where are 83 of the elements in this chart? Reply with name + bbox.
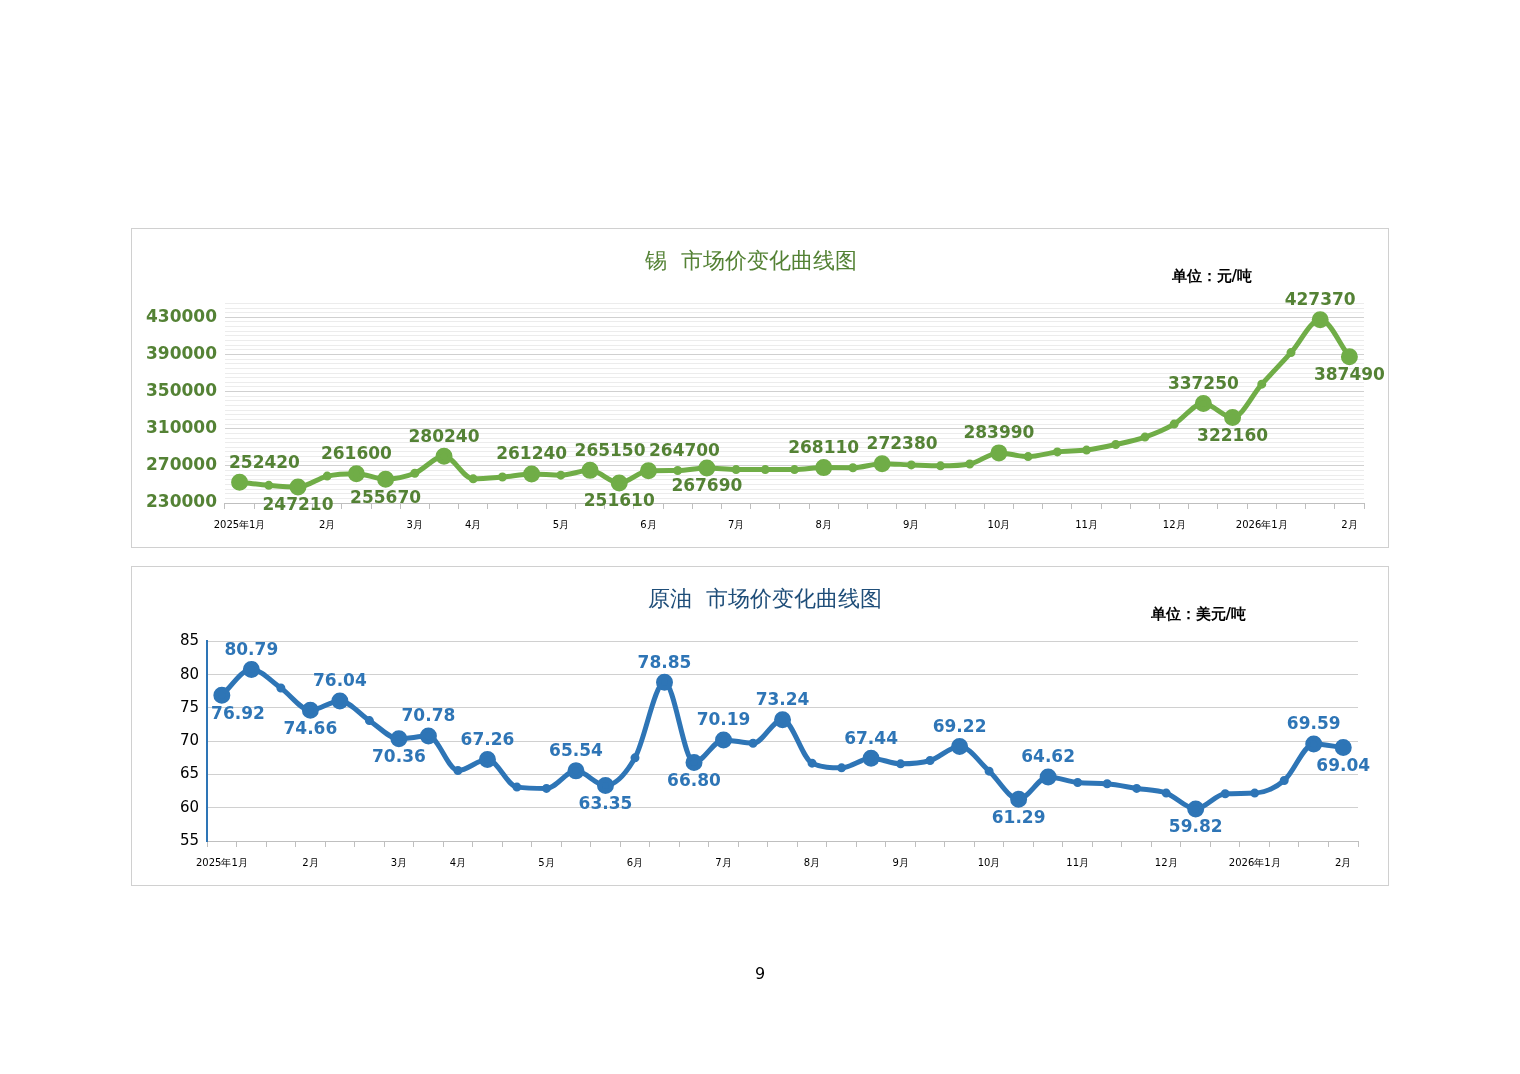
data-label: 322160 <box>1197 424 1269 445</box>
x-tick-label: 5月 <box>538 856 555 868</box>
y-tick-label: 310000 <box>145 417 218 438</box>
data-label: 80.79 <box>224 638 279 659</box>
data-label: 67.26 <box>460 728 515 749</box>
data-label: 66.80 <box>667 769 722 790</box>
data-label: 70.19 <box>696 709 751 730</box>
x-tick-label: 4月 <box>465 518 482 530</box>
x-tick-label: 10月 <box>987 518 1011 530</box>
data-label: 267690 <box>671 475 743 496</box>
x-tick-label: 6月 <box>640 518 657 530</box>
text: 单位：美元/吨 <box>1149 604 1246 623</box>
data-label: 252420 <box>228 451 301 472</box>
x-tick-label: 9月 <box>903 518 920 530</box>
x-tick-label: 2月 <box>1341 518 1358 530</box>
data-label: 70.78 <box>401 705 456 726</box>
data-label: 264700 <box>648 440 721 461</box>
x-tick-label: 7月 <box>727 518 745 530</box>
x-tick-label: 2月 <box>1335 856 1352 868</box>
data-label: 337250 <box>1167 372 1240 393</box>
x-tick-label: 12月 <box>1154 856 1178 868</box>
data-label: 280240 <box>408 425 480 446</box>
x-tick-label: 11月 <box>1066 856 1090 868</box>
data-label: 272380 <box>866 433 938 454</box>
data-label: 67.44 <box>844 727 899 748</box>
data-label: 76.92 <box>211 702 265 723</box>
data-label: 70.36 <box>372 746 426 767</box>
x-tick-label: 8月 <box>815 518 832 530</box>
data-label: 65.54 <box>549 740 604 761</box>
text: 单位：元/吨 <box>1170 266 1252 285</box>
x-tick-label: 4月 <box>449 856 467 868</box>
text: 9 <box>753 964 767 983</box>
data-label: 268110 <box>788 437 860 458</box>
data-label: 73.24 <box>755 689 810 710</box>
data-label: 76.04 <box>312 670 367 691</box>
y-tick-label: 70 <box>179 731 200 750</box>
data-label: 255670 <box>350 486 422 507</box>
x-tick-label: 2025年1月 <box>195 856 248 868</box>
x-tick-label: 8月 <box>803 856 821 868</box>
x-tick-label: 2025年1月 <box>213 518 266 530</box>
data-label: 69.59 <box>1286 713 1341 734</box>
data-label: 69.22 <box>932 715 987 736</box>
x-tick-label: 2月 <box>302 856 319 868</box>
data-label: 63.35 <box>578 792 633 813</box>
x-tick-label: 12月 <box>1162 518 1186 530</box>
chart-title: 原油 市场价变化曲线图 <box>648 585 882 611</box>
x-tick-label: 3月 <box>406 518 423 530</box>
x-tick-label: 9月 <box>892 856 909 868</box>
data-label: 61.29 <box>991 806 1046 827</box>
x-tick-label: 6月 <box>626 856 644 868</box>
x-tick-label: 3月 <box>390 856 408 868</box>
x-tick-label: 5月 <box>552 518 570 530</box>
y-tick-label: 65 <box>179 764 200 783</box>
data-label: 427370 <box>1284 289 1356 310</box>
y-tick-label: 350000 <box>145 380 218 401</box>
y-tick-label: 85 <box>179 631 200 650</box>
x-tick-label: 7月 <box>715 856 732 868</box>
data-label: 283990 <box>963 422 1035 443</box>
data-label: 261600 <box>320 443 393 464</box>
y-tick-label: 430000 <box>145 305 218 326</box>
x-tick-label: 2月 <box>319 518 336 530</box>
x-tick-label: 2026年1月 <box>1228 856 1281 868</box>
y-tick-label: 60 <box>179 797 200 816</box>
y-tick-label: 55 <box>179 830 200 849</box>
data-label: 59.82 <box>1168 816 1223 837</box>
x-tick-label: 11月 <box>1075 518 1098 530</box>
y-tick-label: 75 <box>179 697 200 716</box>
y-tick-label: 270000 <box>145 454 218 475</box>
x-tick-label: 10月 <box>977 856 1001 868</box>
data-label: 251610 <box>583 490 655 511</box>
data-label: 247210 <box>262 494 334 515</box>
data-label: 69.04 <box>1316 755 1371 776</box>
data-label: 387490 <box>1313 364 1386 385</box>
y-tick-label: 80 <box>179 664 200 683</box>
data-label: 64.62 <box>1021 746 1076 767</box>
data-label: 265150 <box>574 439 646 460</box>
x-tick-label: 2026年1月 <box>1235 518 1288 530</box>
data-label: 74.66 <box>283 717 338 738</box>
y-tick-label: 390000 <box>145 342 218 363</box>
chart-title: 锡 市场价变化曲线图 <box>644 247 857 273</box>
data-label: 78.85 <box>637 651 692 672</box>
y-tick-label: 230000 <box>145 491 218 512</box>
data-label: 261240 <box>496 443 568 464</box>
